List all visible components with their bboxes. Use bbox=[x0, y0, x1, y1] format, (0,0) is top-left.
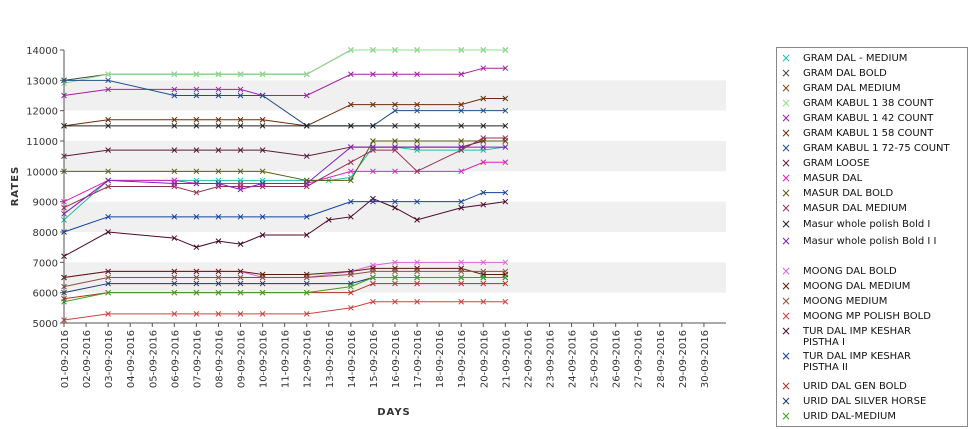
x-tick-label: 14-09-2016 bbox=[347, 330, 358, 388]
legend-marker-icon: × bbox=[779, 410, 793, 422]
legend-marker-icon: × bbox=[779, 82, 793, 94]
series-16 bbox=[62, 299, 508, 322]
x-tick-label: 23-09-2016 bbox=[545, 330, 556, 388]
legend-label: URID DAL GEN BOLD bbox=[803, 381, 965, 392]
y-axis-label: RATES bbox=[10, 166, 21, 207]
x-tick-label: 17-09-2016 bbox=[413, 330, 424, 388]
y-tick-label: 12000 bbox=[26, 107, 58, 118]
legend-label: MASUR DAL bbox=[803, 173, 965, 184]
legend-label: GRAM DAL MEDIUM bbox=[803, 83, 965, 94]
y-tick-label: 13000 bbox=[26, 76, 58, 87]
legend-label: GRAM DAL BOLD bbox=[803, 68, 965, 79]
x-tick-label: 08-09-2016 bbox=[214, 330, 225, 388]
x-axis-label: DAYS bbox=[377, 407, 411, 418]
x-axis-ticks: 01-09-2016 02-09-2016 03-09-2016 04-09-2016… bbox=[60, 323, 711, 388]
legend-label: MASUR DAL BOLD bbox=[803, 188, 965, 199]
legend-marker-icon: × bbox=[779, 112, 793, 124]
legend-marker-icon: × bbox=[779, 67, 793, 79]
x-tick-label: 24-09-2016 bbox=[568, 330, 579, 388]
x-tick-label: 02-09-2016 bbox=[82, 330, 93, 388]
legend-label: Masur whole polish Bold I I bbox=[803, 236, 943, 247]
x-tick-label: 22-09-2016 bbox=[523, 330, 534, 388]
x-tick-label: 12-09-2016 bbox=[303, 330, 314, 388]
legend-label: TUR DAL IMP KESHAR PISTHA I bbox=[803, 326, 943, 348]
x-tick-label: 11-09-2016 bbox=[281, 330, 292, 388]
legend-label: MOONG DAL MEDIUM bbox=[803, 281, 965, 292]
legend-marker-icon: × bbox=[779, 280, 793, 292]
legend-label: MOONG DAL BOLD bbox=[803, 266, 965, 277]
legend-marker-icon: × bbox=[779, 295, 793, 307]
x-tick-label: 03-09-2016 bbox=[104, 330, 115, 388]
x-tick-label: 28-09-2016 bbox=[656, 330, 667, 388]
x-tick-label: 26-09-2016 bbox=[612, 330, 623, 388]
y-tick-label: 9000 bbox=[33, 198, 58, 209]
y-tick-label: 7000 bbox=[33, 258, 58, 269]
legend-marker-icon: × bbox=[779, 310, 793, 322]
legend-label: MOONG MEDIUM bbox=[803, 296, 965, 307]
legend-label: GRAM LOOSE bbox=[803, 158, 965, 169]
x-tick-label: 15-09-2016 bbox=[369, 330, 380, 388]
x-tick-label: 29-09-2016 bbox=[678, 330, 689, 388]
x-tick-label: 16-09-2016 bbox=[391, 330, 402, 388]
legend-marker-icon: × bbox=[779, 172, 793, 184]
y-tick-label: 6000 bbox=[33, 289, 58, 300]
legend-marker-icon: × bbox=[779, 380, 793, 392]
legend-label: GRAM KABUL 1 72-75 COUNT bbox=[803, 143, 965, 154]
series-line bbox=[64, 302, 505, 320]
chart-legend: × GRAM DAL - MEDIUM × GRAM DAL BOLD × GRAM DA… bbox=[776, 47, 968, 427]
legend-label: Masur whole polish Bold I bbox=[803, 219, 965, 230]
x-tick-label: 13-09-2016 bbox=[325, 330, 336, 388]
y-tick-label: 5000 bbox=[33, 319, 58, 330]
legend-label: MOONG MP POLISH BOLD bbox=[803, 311, 965, 322]
legend-marker-icon: × bbox=[779, 187, 793, 199]
legend-label: GRAM KABUL 1 38 COUNT bbox=[803, 98, 965, 109]
x-tick-label: 20-09-2016 bbox=[479, 330, 490, 388]
x-tick-label: 01-09-2016 bbox=[60, 330, 71, 388]
line-chart: 01-09-2016 02-09-2016 03-09-2016 04-09-2016… bbox=[0, 0, 760, 429]
legend-marker-icon: × bbox=[779, 235, 793, 247]
x-tick-label: 30-09-2016 bbox=[700, 330, 711, 388]
legend-marker-icon: × bbox=[779, 265, 793, 277]
legend-marker-icon: × bbox=[779, 325, 793, 337]
legend-label: URID DAL SILVER HORSE bbox=[803, 396, 965, 407]
series-line bbox=[64, 50, 505, 83]
legend-marker-icon: × bbox=[779, 157, 793, 169]
grid-band bbox=[64, 80, 726, 110]
legend-label: GRAM KABUL 1 58 COUNT bbox=[803, 128, 965, 139]
y-tick-label: 10000 bbox=[26, 167, 58, 178]
series-1 bbox=[62, 48, 508, 83]
legend-marker-icon: × bbox=[779, 127, 793, 139]
x-tick-label: 04-09-2016 bbox=[126, 330, 137, 388]
x-tick-label: 06-09-2016 bbox=[170, 330, 181, 388]
x-tick-label: 07-09-2016 bbox=[192, 330, 203, 388]
x-tick-label: 10-09-2016 bbox=[259, 330, 270, 388]
x-tick-label: 19-09-2016 bbox=[457, 330, 468, 388]
x-tick-label: 27-09-2016 bbox=[634, 330, 645, 388]
x-tick-label: 09-09-2016 bbox=[237, 330, 248, 388]
legend-marker-icon: × bbox=[779, 350, 793, 362]
series-3 bbox=[62, 48, 508, 86]
grid-band bbox=[64, 141, 726, 171]
legend-label: GRAM KABUL 1 42 COUNT bbox=[803, 113, 965, 124]
legend-label: GRAM DAL - MEDIUM bbox=[803, 53, 965, 64]
y-tick-label: 14000 bbox=[26, 46, 58, 57]
x-tick-label: 21-09-2016 bbox=[501, 330, 512, 388]
series-11 bbox=[62, 123, 508, 128]
legend-marker-icon: × bbox=[779, 218, 793, 230]
legend-label: URID DAL-MEDIUM bbox=[803, 411, 965, 422]
legend-marker-icon: × bbox=[779, 395, 793, 407]
series-line bbox=[64, 50, 505, 80]
legend-marker-icon: × bbox=[779, 142, 793, 154]
legend-label: MASUR DAL MEDIUM bbox=[803, 203, 965, 214]
y-tick-label: 11000 bbox=[26, 137, 58, 148]
legend-marker-icon: × bbox=[779, 202, 793, 214]
y-tick-label: 8000 bbox=[33, 228, 58, 239]
x-tick-label: 05-09-2016 bbox=[148, 330, 159, 388]
legend-marker-icon: × bbox=[779, 52, 793, 64]
x-tick-label: 18-09-2016 bbox=[435, 330, 446, 388]
y-axis-ticks: 14000 13000 12000 11000 10000 9000 8000 7000 600… bbox=[26, 46, 64, 330]
legend-marker-icon: × bbox=[779, 97, 793, 109]
legend-label: TUR DAL IMP KESHAR PISTHA II bbox=[803, 351, 943, 373]
x-tick-label: 25-09-2016 bbox=[590, 330, 601, 388]
